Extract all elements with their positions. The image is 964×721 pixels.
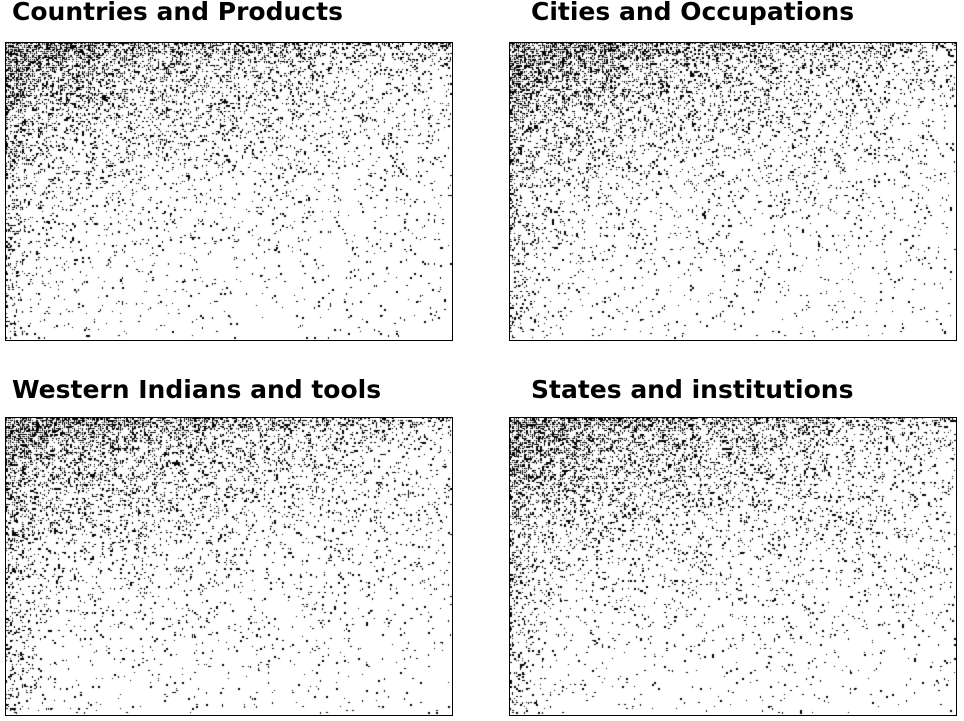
binary-matrix-canvas — [510, 418, 956, 715]
chart-title: Countries and Products — [12, 0, 343, 26]
matrix-plot-frame — [5, 42, 453, 341]
chart-title: Cities and Occupations — [531, 0, 855, 26]
matrix-plot-frame — [509, 42, 957, 341]
matrix-plot-frame — [509, 417, 957, 716]
matrix-plot-frame — [5, 417, 453, 716]
binary-matrix-canvas — [510, 43, 956, 340]
binary-matrix-canvas — [6, 43, 452, 340]
binary-matrix-canvas — [6, 418, 452, 715]
chart-title: Western Indians and tools — [12, 375, 382, 404]
chart-title: States and institutions — [531, 375, 854, 404]
